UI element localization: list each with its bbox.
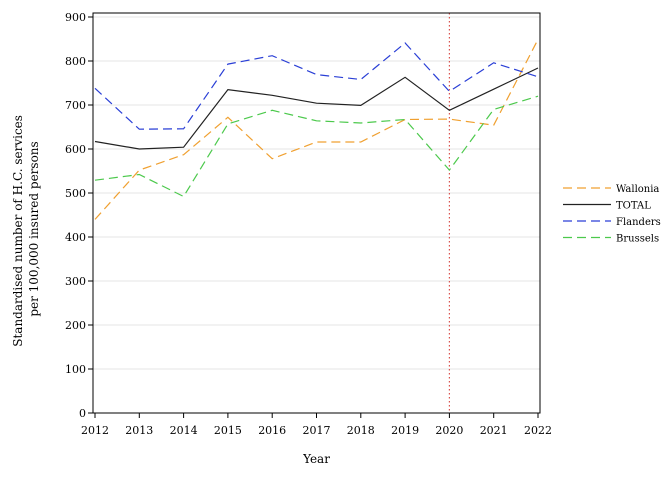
x-tick-label: 2015 <box>214 424 242 437</box>
series-lines <box>94 39 539 220</box>
x-tick-label: 2018 <box>347 424 375 437</box>
y-tick-label: 600 <box>65 143 86 156</box>
y-tick-label: 400 <box>65 231 86 244</box>
y-tick-label: 300 <box>65 275 86 288</box>
x-tick-label: 2012 <box>81 424 109 437</box>
x-tick-label: 2021 <box>480 424 508 437</box>
y-tick-label: 900 <box>65 11 86 24</box>
x-tick-label: 2020 <box>435 424 463 437</box>
plot-frame <box>92 12 541 414</box>
y-tick-label: 800 <box>65 55 86 68</box>
y-axis-title-line-2: per 100,000 insured persons <box>27 141 41 316</box>
legend-label-total: TOTAL <box>616 201 651 212</box>
legend-label-wallonia: Wallonia <box>616 184 659 195</box>
y-tick-label: 200 <box>65 319 86 332</box>
x-tick-label: 2013 <box>125 424 153 437</box>
gridlines <box>93 16 540 370</box>
legend: Wallonia TOTAL Flanders Brussels <box>563 184 661 245</box>
y-axis-title-line-1: Standardised number of H.C. services <box>11 115 25 347</box>
y-tick-label: 100 <box>65 363 86 376</box>
x-tick-label: 2019 <box>391 424 419 437</box>
x-tick-label: 2014 <box>170 424 198 437</box>
legend-label-flanders: Flanders <box>616 217 661 228</box>
series-line-wallonia <box>94 39 539 220</box>
y-tick-label: 700 <box>65 99 86 112</box>
y-axis: 0 100 200 300 400 500 600 700 800 900 <box>65 11 93 420</box>
x-axis: 2012 2013 2014 2015 2016 2017 2018 2019 2020 2021… <box>81 413 552 437</box>
x-tick-label: 2017 <box>303 424 331 437</box>
series-line-total <box>94 67 539 150</box>
legend-label-brussels: Brussels <box>616 234 659 245</box>
x-tick-label: 2022 <box>524 424 552 437</box>
y-tick-label: 500 <box>65 187 86 200</box>
series-line-flanders <box>94 42 539 130</box>
y-axis-title: Standardised number of H.C. services per… <box>11 111 41 347</box>
x-tick-label: 2016 <box>258 424 286 437</box>
x-axis-title: Year <box>302 452 330 466</box>
series-line-brussels <box>94 95 539 198</box>
y-tick-label: 0 <box>79 407 86 420</box>
